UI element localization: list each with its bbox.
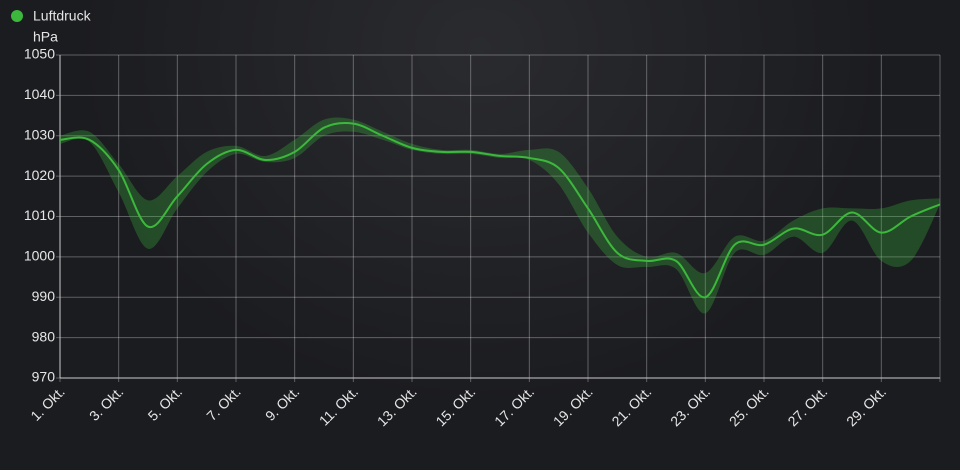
x-tick-label: 15. Okt. xyxy=(432,383,478,429)
y-axis-unit: hPa xyxy=(33,29,58,45)
x-tick-label: 13. Okt. xyxy=(374,383,420,429)
y-tick-label: 1010 xyxy=(24,207,55,223)
x-tick-label: 25. Okt. xyxy=(726,383,772,429)
x-tick-label: 19. Okt. xyxy=(550,383,596,429)
y-tick-label: 1040 xyxy=(24,86,55,102)
x-tick-label: 11. Okt. xyxy=(316,383,361,428)
y-tick-label: 970 xyxy=(32,369,56,385)
x-tick-label: 3. Okt. xyxy=(86,383,126,423)
series-line xyxy=(59,122,941,299)
y-tick-label: 1030 xyxy=(24,126,55,142)
y-tick-label: 980 xyxy=(32,328,56,344)
x-tick-label: 17. Okt. xyxy=(491,383,537,429)
x-tick-label: 29. Okt. xyxy=(843,383,889,429)
x-tick-label: 9. Okt. xyxy=(262,383,302,423)
x-tick-label: 27. Okt. xyxy=(784,383,830,429)
x-tick-label: 23. Okt. xyxy=(667,383,713,429)
x-tick-label: 21. Okt. xyxy=(608,383,654,429)
x-tick-label: 1. Okt. xyxy=(27,383,67,423)
y-tick-label: 1000 xyxy=(24,248,55,264)
y-tick-label: 1020 xyxy=(24,167,55,183)
legend-label: Luftdruck xyxy=(33,8,92,24)
x-tick-label: 7. Okt. xyxy=(203,383,243,423)
y-tick-label: 990 xyxy=(32,288,56,304)
legend-marker xyxy=(11,10,23,22)
y-tick-label: 1050 xyxy=(24,46,55,62)
x-tick-label: 5. Okt. xyxy=(145,383,185,423)
range-band xyxy=(60,117,940,314)
